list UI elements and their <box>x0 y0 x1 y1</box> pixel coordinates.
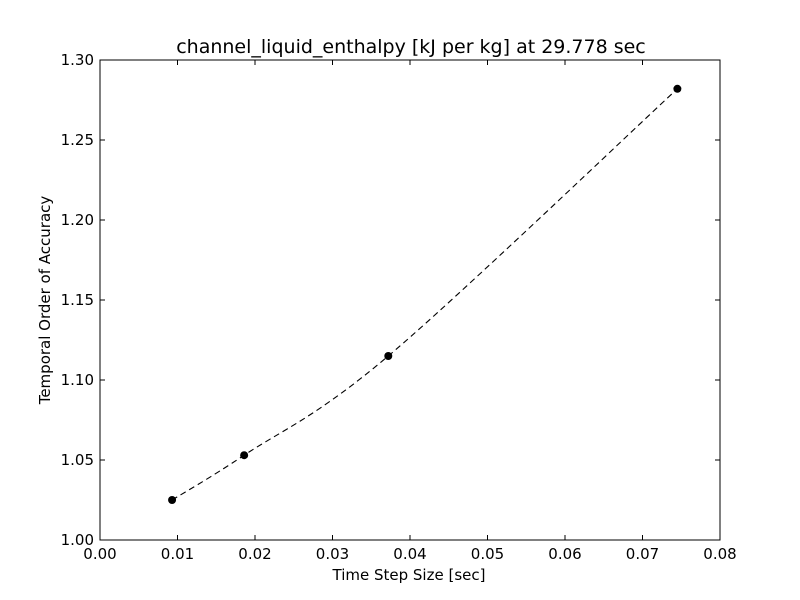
y-axis-label: Temporal Order of Accuracy <box>36 196 54 406</box>
x-tick-label: 0.05 <box>471 545 504 563</box>
x-tick-label: 0.07 <box>626 545 659 563</box>
x-tick-label: 0.00 <box>83 545 116 563</box>
series-layer <box>168 84 682 504</box>
y-tick-label: 1.15 <box>61 291 94 309</box>
y-tick-label: 1.25 <box>61 131 94 149</box>
data-point <box>673 84 682 93</box>
y-tick-label: 1.20 <box>61 211 94 229</box>
y-tick-label: 1.30 <box>61 51 94 69</box>
ticks-layer: 0.00 0.01 0.02 0.03 0.04 0.05 0.06 0.07 0.08 1.00… <box>61 51 737 563</box>
x-axis-label: Time Step Size [sec] <box>332 566 486 584</box>
x-tick-label: 0.04 <box>393 545 426 563</box>
data-point <box>168 496 177 504</box>
plot-frame <box>99 59 721 541</box>
x-tick-label: 0.08 <box>703 545 736 563</box>
y-tick-label: 1.10 <box>61 371 94 389</box>
data-point <box>240 451 249 460</box>
x-tick-label: 0.01 <box>161 545 194 563</box>
series-line <box>171 88 678 501</box>
y-tick-label: 1.05 <box>61 451 94 469</box>
x-tick-label: 0.06 <box>548 545 581 563</box>
data-point <box>384 352 393 360</box>
x-tick-label: 0.02 <box>238 545 271 563</box>
x-tick-label: 0.03 <box>316 545 349 563</box>
chart-title: channel_liquid_enthalpy [kJ per kg] at 2… <box>176 36 646 58</box>
y-tick-label: 1.00 <box>61 531 94 549</box>
